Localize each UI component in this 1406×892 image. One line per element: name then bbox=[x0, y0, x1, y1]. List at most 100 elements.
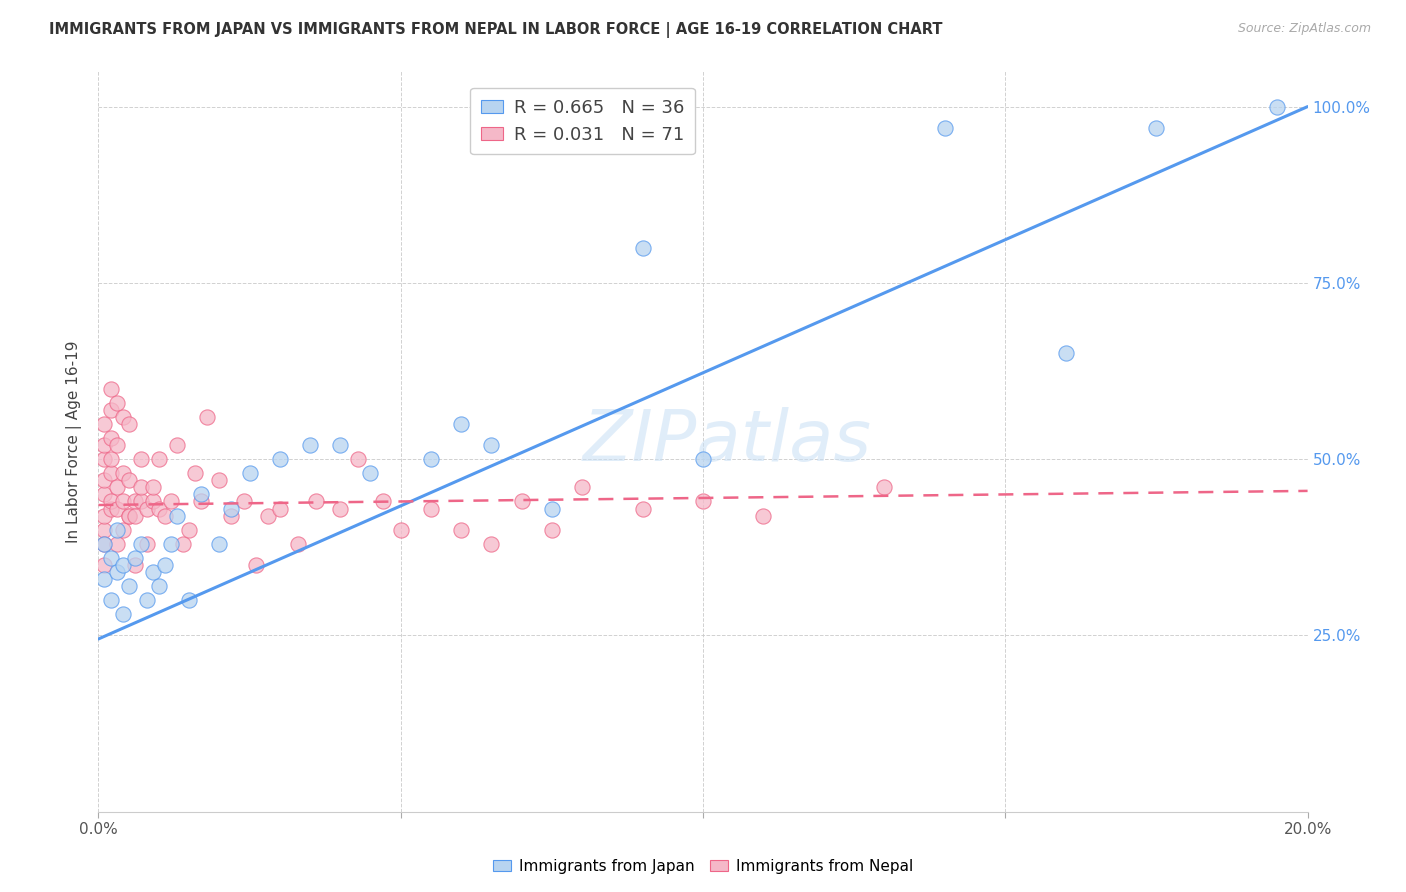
Point bbox=[450, 523, 472, 537]
Point bbox=[160, 537, 183, 551]
Point bbox=[105, 438, 128, 452]
Point bbox=[239, 467, 262, 481]
Point bbox=[172, 537, 194, 551]
Point bbox=[100, 452, 122, 467]
Point bbox=[93, 452, 115, 467]
Point bbox=[100, 467, 122, 481]
Point bbox=[347, 452, 370, 467]
Point bbox=[111, 607, 134, 622]
Point bbox=[148, 501, 170, 516]
Point bbox=[93, 417, 115, 431]
Point bbox=[371, 494, 394, 508]
Point bbox=[111, 409, 134, 424]
Point bbox=[540, 523, 562, 537]
Point bbox=[124, 494, 146, 508]
Text: Source: ZipAtlas.com: Source: ZipAtlas.com bbox=[1237, 22, 1371, 36]
Point bbox=[100, 431, 122, 445]
Point bbox=[93, 537, 115, 551]
Point bbox=[93, 508, 115, 523]
Point bbox=[245, 558, 267, 572]
Point bbox=[420, 452, 443, 467]
Point bbox=[221, 508, 243, 523]
Point bbox=[100, 402, 122, 417]
Point bbox=[873, 480, 896, 494]
Point bbox=[184, 467, 207, 481]
Point bbox=[221, 501, 243, 516]
Point bbox=[105, 565, 128, 579]
Point bbox=[166, 438, 188, 452]
Point bbox=[124, 550, 146, 565]
Point bbox=[269, 452, 291, 467]
Point bbox=[100, 593, 122, 607]
Point bbox=[450, 417, 472, 431]
Text: IMMIGRANTS FROM JAPAN VS IMMIGRANTS FROM NEPAL IN LABOR FORCE | AGE 16-19 CORREL: IMMIGRANTS FROM JAPAN VS IMMIGRANTS FROM… bbox=[49, 22, 942, 38]
Point bbox=[105, 396, 128, 410]
Legend: R = 0.665   N = 36, R = 0.031   N = 71: R = 0.665 N = 36, R = 0.031 N = 71 bbox=[470, 87, 695, 154]
Point bbox=[571, 480, 593, 494]
Point bbox=[129, 480, 152, 494]
Point bbox=[287, 537, 309, 551]
Point bbox=[111, 494, 134, 508]
Point bbox=[93, 537, 115, 551]
Point bbox=[329, 501, 352, 516]
Point bbox=[93, 523, 115, 537]
Point bbox=[269, 501, 291, 516]
Point bbox=[179, 523, 201, 537]
Point bbox=[166, 508, 188, 523]
Point bbox=[124, 558, 146, 572]
Point bbox=[118, 508, 141, 523]
Point bbox=[142, 494, 165, 508]
Point bbox=[148, 579, 170, 593]
Point bbox=[93, 558, 115, 572]
Point bbox=[160, 494, 183, 508]
Point bbox=[124, 508, 146, 523]
Point bbox=[1054, 346, 1077, 360]
Point bbox=[105, 501, 128, 516]
Point bbox=[135, 537, 157, 551]
Point bbox=[105, 537, 128, 551]
Point bbox=[100, 501, 122, 516]
Point bbox=[692, 494, 714, 508]
Point bbox=[118, 579, 141, 593]
Point bbox=[135, 593, 157, 607]
Point bbox=[256, 508, 278, 523]
Point bbox=[179, 593, 201, 607]
Point bbox=[195, 409, 218, 424]
Point bbox=[481, 537, 503, 551]
Text: ZIPatlas: ZIPatlas bbox=[582, 407, 872, 476]
Point bbox=[305, 494, 328, 508]
Point bbox=[135, 501, 157, 516]
Point bbox=[129, 452, 152, 467]
Point bbox=[540, 501, 562, 516]
Point bbox=[148, 452, 170, 467]
Point bbox=[129, 537, 152, 551]
Point bbox=[208, 473, 231, 487]
Point bbox=[329, 438, 352, 452]
Point bbox=[631, 241, 654, 255]
Point bbox=[100, 494, 122, 508]
Point bbox=[105, 480, 128, 494]
Point bbox=[118, 473, 141, 487]
Point bbox=[105, 523, 128, 537]
Point bbox=[111, 558, 134, 572]
Point bbox=[1144, 120, 1167, 135]
Point bbox=[481, 438, 503, 452]
Point bbox=[142, 565, 165, 579]
Point bbox=[118, 417, 141, 431]
Point bbox=[153, 508, 176, 523]
Point bbox=[299, 438, 322, 452]
Point bbox=[190, 494, 212, 508]
Point bbox=[111, 467, 134, 481]
Legend: Immigrants from Japan, Immigrants from Nepal: Immigrants from Japan, Immigrants from N… bbox=[486, 853, 920, 880]
Point bbox=[420, 501, 443, 516]
Point bbox=[631, 501, 654, 516]
Point bbox=[111, 523, 134, 537]
Point bbox=[93, 438, 115, 452]
Y-axis label: In Labor Force | Age 16-19: In Labor Force | Age 16-19 bbox=[66, 340, 83, 543]
Point bbox=[752, 508, 775, 523]
Point bbox=[510, 494, 533, 508]
Point bbox=[208, 537, 231, 551]
Point bbox=[93, 487, 115, 501]
Point bbox=[93, 572, 115, 586]
Point bbox=[692, 452, 714, 467]
